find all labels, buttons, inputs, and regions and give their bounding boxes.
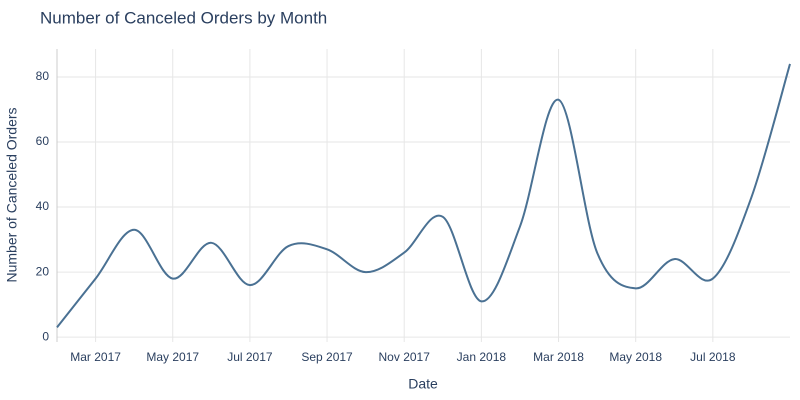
x-axis-label: Date xyxy=(408,376,438,392)
x-tick-label: Jul 2017 xyxy=(227,350,273,364)
x-tick-label: Nov 2017 xyxy=(379,350,431,364)
y-tick-label: 20 xyxy=(36,264,50,278)
y-axis-label: Number of Canceled Orders xyxy=(4,107,20,282)
x-tick-label: Mar 2017 xyxy=(70,350,121,364)
x-tick-label: Jul 2018 xyxy=(690,350,736,364)
x-tick-label: Mar 2018 xyxy=(533,350,584,364)
x-tick-label: May 2017 xyxy=(146,350,199,364)
y-tick-label: 80 xyxy=(36,69,50,83)
chart-title: Number of Canceled Orders by Month xyxy=(40,8,327,27)
y-tick-label: 60 xyxy=(36,134,50,148)
data-line xyxy=(56,63,791,328)
x-tick-label: May 2018 xyxy=(609,350,662,364)
x-tick-label: Sep 2017 xyxy=(301,350,353,364)
y-tick-label: 40 xyxy=(36,199,50,213)
x-tick-label: Jan 2018 xyxy=(457,350,507,364)
y-tick-label: 0 xyxy=(42,329,49,343)
